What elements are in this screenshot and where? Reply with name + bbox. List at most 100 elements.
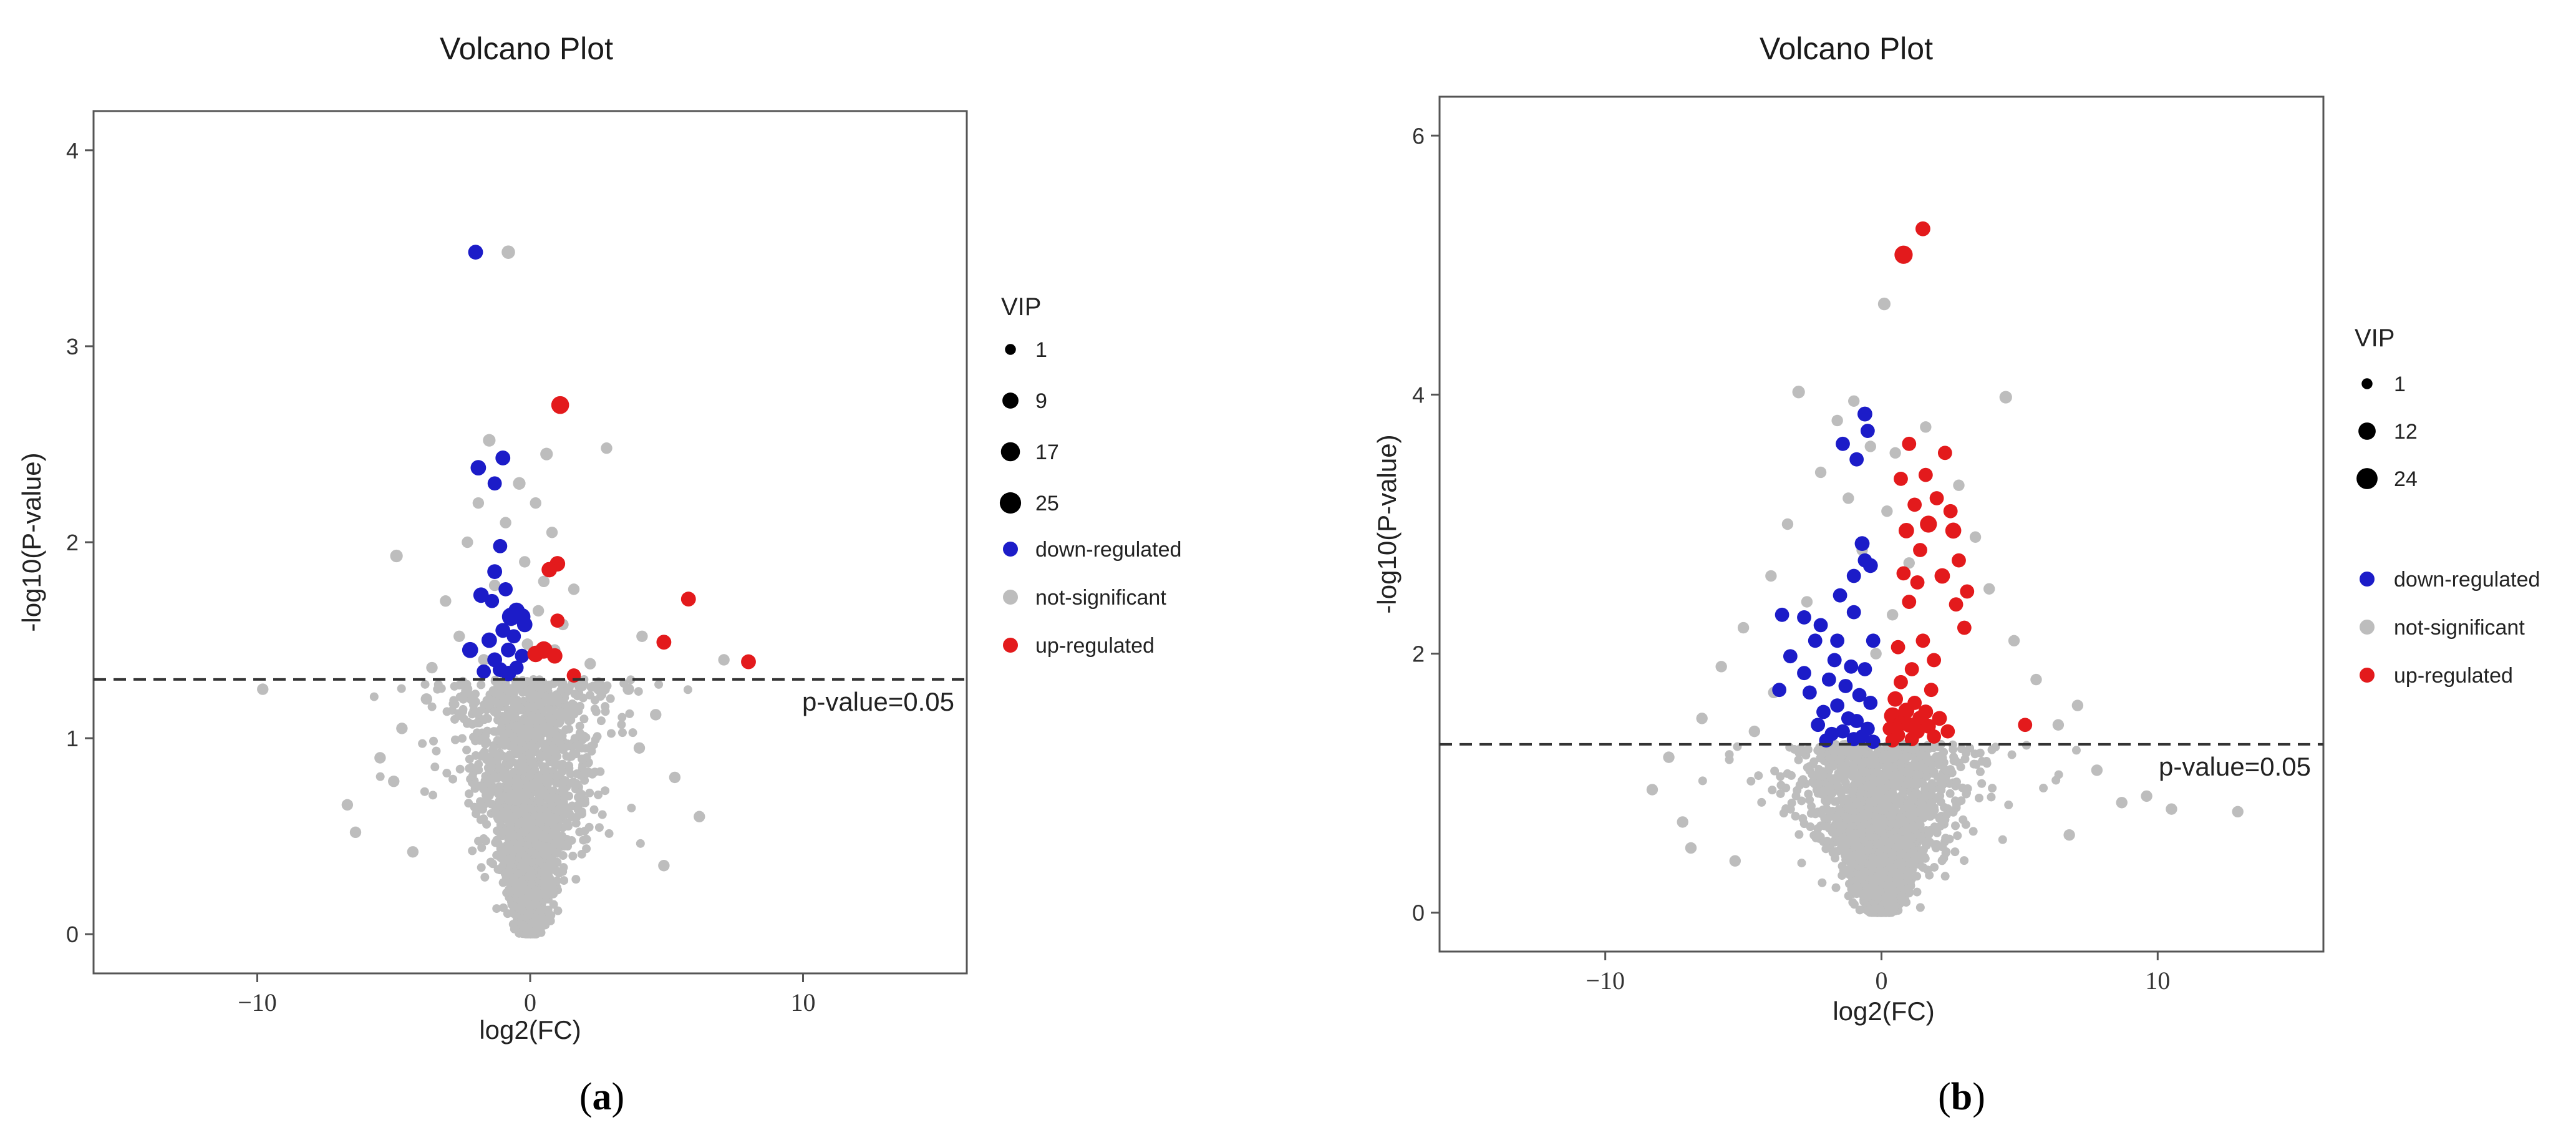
- background-point: [515, 745, 524, 754]
- background-point: [472, 809, 481, 819]
- background-point: [1833, 781, 1842, 791]
- background-point: [1998, 835, 2007, 844]
- background-point: [474, 759, 483, 769]
- background-point: [514, 702, 523, 711]
- background-point: [568, 699, 577, 709]
- background-point: [513, 840, 523, 850]
- background-point: [432, 746, 441, 756]
- background-point: [1823, 836, 1832, 845]
- not-significant-point: [257, 683, 269, 695]
- background-point: [507, 812, 516, 821]
- background-point: [437, 684, 446, 693]
- background-point: [499, 903, 508, 912]
- background-point: [420, 787, 429, 796]
- background-point: [1924, 830, 1934, 839]
- not-significant-point: [478, 654, 490, 666]
- not-significant-point: [513, 477, 526, 490]
- background-point: [506, 832, 516, 841]
- down-regulated-point: [485, 593, 500, 608]
- background-point: [598, 810, 607, 819]
- background-point: [1859, 759, 1868, 768]
- background-point: [1797, 796, 1806, 806]
- background-point: [465, 789, 474, 799]
- background-point: [498, 849, 507, 858]
- background-point: [1791, 812, 1800, 821]
- background-point: [442, 707, 452, 716]
- background-point: [520, 897, 530, 906]
- background-point: [491, 809, 501, 818]
- background-point: [418, 739, 427, 748]
- down-regulated-point: [500, 666, 516, 681]
- background-point: [551, 730, 561, 739]
- background-point: [1956, 762, 1965, 772]
- background-point: [593, 732, 602, 741]
- legend-size-marker: [1000, 442, 1020, 462]
- up-regulated-point: [680, 592, 696, 607]
- background-point: [472, 728, 482, 738]
- background-point: [1930, 862, 1939, 872]
- background-point: [1951, 821, 1960, 830]
- panel-a-points: [257, 245, 756, 872]
- background-point: [536, 906, 546, 915]
- down-regulated-point: [498, 582, 513, 597]
- background-point: [1950, 847, 1960, 857]
- background-point: [1813, 829, 1822, 838]
- panel-a-title: Volcano Plot: [440, 31, 613, 66]
- background-point: [511, 805, 520, 814]
- background-point: [513, 881, 522, 890]
- up-regulated-point: [551, 396, 569, 414]
- x-tick-label: 10: [2145, 967, 2170, 995]
- background-point: [596, 716, 606, 726]
- background-point: [455, 764, 465, 774]
- background-point: [1844, 891, 1853, 900]
- background-point: [427, 702, 437, 711]
- background-point: [598, 690, 607, 699]
- background-point: [531, 900, 541, 909]
- down-regulated-point: [501, 642, 516, 658]
- background-point: [448, 699, 458, 709]
- background-point: [1974, 793, 1983, 802]
- down-regulated-point: [495, 623, 511, 638]
- background-point: [514, 869, 523, 878]
- background-point: [2004, 801, 2013, 810]
- background-point: [625, 709, 634, 718]
- background-point: [1988, 784, 1997, 793]
- background-point: [577, 809, 586, 819]
- y-tick-label: 6: [1412, 123, 1425, 149]
- background-point: [531, 850, 540, 859]
- not-significant-point: [374, 752, 386, 764]
- y-tick-label: 4: [1412, 382, 1425, 407]
- not-significant-point: [519, 556, 531, 568]
- background-point: [471, 697, 480, 706]
- background-point: [533, 731, 542, 740]
- down-regulated-point: [493, 538, 508, 553]
- background-point: [480, 872, 490, 882]
- background-point: [454, 709, 463, 718]
- background-point: [627, 803, 636, 812]
- background-point: [553, 857, 562, 867]
- background-point: [520, 688, 530, 697]
- legend-size-label: 17: [1035, 441, 1059, 464]
- not-significant-point: [650, 709, 662, 721]
- not-significant-point: [426, 661, 438, 674]
- not-significant-point: [388, 775, 400, 787]
- background-point: [628, 728, 637, 738]
- background-point: [504, 761, 513, 770]
- background-point: [514, 820, 523, 829]
- background-point: [492, 835, 501, 845]
- background-point: [594, 790, 603, 799]
- background-point: [507, 854, 516, 863]
- background-point: [480, 715, 489, 724]
- background-point: [561, 776, 570, 786]
- background-point: [448, 774, 458, 784]
- y-tick-label: 2: [1412, 641, 1425, 667]
- not-significant-point: [718, 654, 730, 666]
- background-point: [1969, 759, 1978, 769]
- down-regulated-point: [487, 564, 503, 580]
- background-point: [1952, 800, 1961, 809]
- background-point: [482, 738, 491, 747]
- background-point: [493, 865, 503, 874]
- background-point: [1794, 755, 1803, 764]
